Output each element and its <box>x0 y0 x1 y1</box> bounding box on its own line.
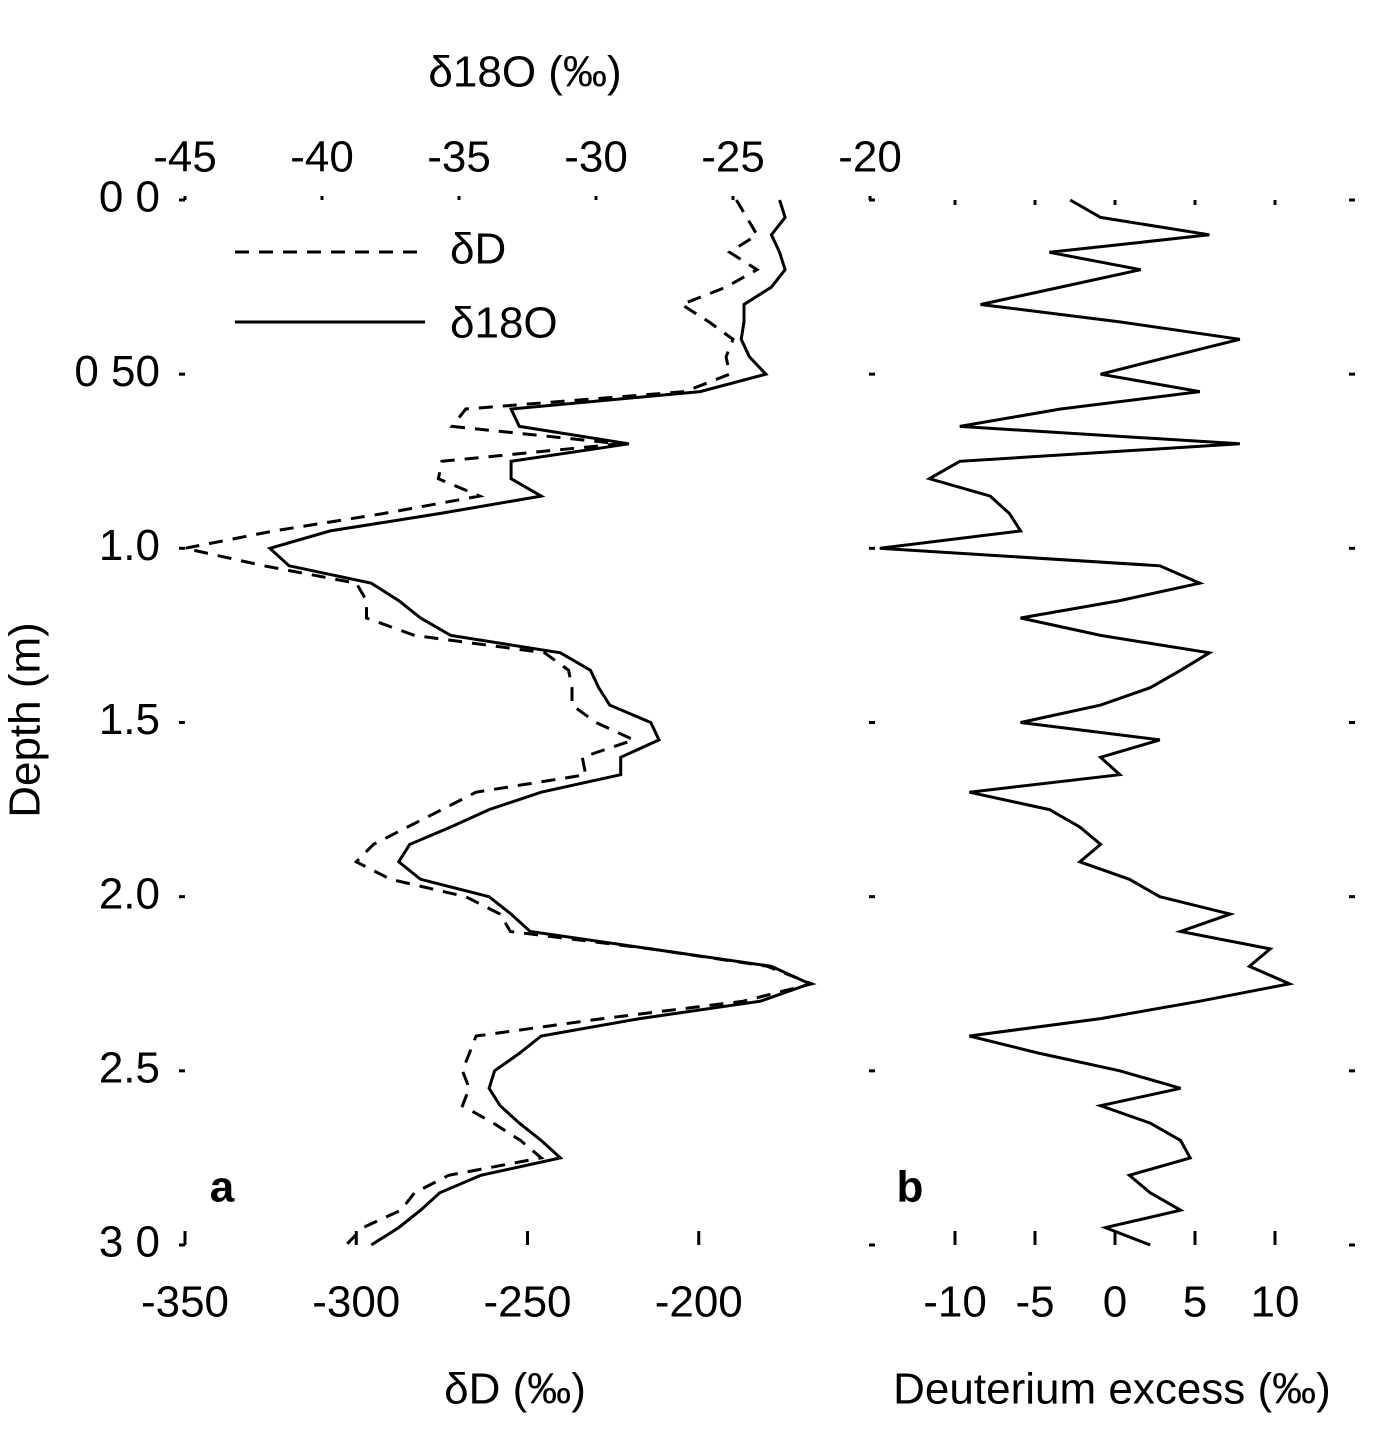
x-tick-label: -200 <box>655 1278 743 1327</box>
y-tick-label: 1.0 <box>99 521 160 570</box>
y-tick-label: 0 50 <box>74 347 160 396</box>
x2-tick-label: -30 <box>564 133 628 182</box>
x-axis-title: Deuterium excess (‰) <box>893 1365 1331 1414</box>
series-line <box>266 199 814 1247</box>
x2-tick-label: -40 <box>290 133 354 182</box>
x2-tick-label: -20 <box>838 133 902 182</box>
y-tick-label: 0 0 <box>99 173 160 222</box>
x2-tick-label: -35 <box>427 133 491 182</box>
legend-label: δ18O <box>450 299 558 348</box>
legend-label: δD <box>450 225 506 274</box>
y-tick-label: 1.5 <box>99 695 160 744</box>
x-tick-label: 0 <box>1103 1278 1127 1327</box>
x-tick-label: -5 <box>1015 1278 1054 1327</box>
x-axis-title: δD (‰) <box>444 1365 586 1414</box>
y-tick-label: 2.0 <box>99 869 160 918</box>
series-line <box>879 198 1295 1247</box>
x-tick-label: 5 <box>1183 1278 1207 1327</box>
x2-tick-label: -25 <box>701 133 765 182</box>
x-tick-label: 10 <box>1251 1278 1300 1327</box>
x2-tick-label: -45 <box>153 133 217 182</box>
x-tick-label: -350 <box>141 1278 229 1327</box>
x-tick-label: -250 <box>483 1278 571 1327</box>
x-tick-label: -300 <box>312 1278 400 1327</box>
y-axis-title: Depth (m) <box>1 622 50 818</box>
x-tick-label: -10 <box>923 1278 987 1327</box>
y-tick-label: 3 0 <box>99 1218 160 1267</box>
panel-label: a <box>210 1163 235 1212</box>
x2-axis-title: δ18O (‰) <box>428 48 621 97</box>
panel-label: b <box>897 1163 924 1212</box>
series-line <box>184 199 817 1247</box>
y-tick-label: 2.5 <box>99 1043 160 1092</box>
